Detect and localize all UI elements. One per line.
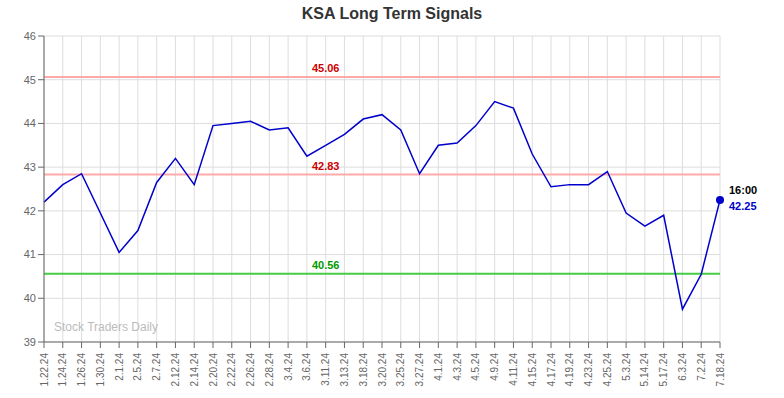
html-text:KSA Long Term Signals: KSA Long Term Signals — [301, 5, 483, 22]
svg-text:4.5.24: 4.5.24 — [470, 353, 481, 381]
svg-text:5.3.24: 5.3.24 — [621, 353, 632, 381]
svg-text:1.24.24: 1.24.24 — [57, 353, 68, 387]
svg-text:4.25.24: 4.25.24 — [602, 353, 613, 387]
svg-text:2.22.24: 2.22.24 — [226, 353, 237, 387]
svg-text:45.06: 45.06 — [312, 62, 340, 74]
svg-text:6.3.24: 6.3.24 — [677, 353, 688, 381]
svg-text:4.1.24: 4.1.24 — [433, 353, 444, 381]
svg-text:40: 40 — [24, 292, 36, 304]
svg-text:4.9.24: 4.9.24 — [489, 353, 500, 381]
svg-text:4.3.24: 4.3.24 — [452, 353, 463, 381]
svg-text:4.19.24: 4.19.24 — [564, 353, 575, 387]
svg-text:3.13.24: 3.13.24 — [339, 353, 350, 387]
svg-text:2.20.24: 2.20.24 — [208, 353, 219, 387]
svg-text:2.1.24: 2.1.24 — [114, 353, 125, 381]
svg-text:44: 44 — [24, 117, 36, 129]
svg-text:3.20.24: 3.20.24 — [377, 353, 388, 387]
svg-text:4.11.24: 4.11.24 — [508, 353, 519, 386]
svg-text:41: 41 — [24, 248, 36, 260]
svg-text:4.23.24: 4.23.24 — [583, 353, 594, 387]
svg-text:43: 43 — [24, 161, 36, 173]
svg-text:39: 39 — [24, 336, 36, 348]
svg-text:1.30.24: 1.30.24 — [95, 353, 106, 387]
svg-text:4.15.24: 4.15.24 — [527, 353, 538, 387]
svg-text:5.17.24: 5.17.24 — [658, 353, 669, 387]
svg-text:2.12.24: 2.12.24 — [170, 353, 181, 387]
svg-text:42.25: 42.25 — [729, 200, 757, 212]
svg-text:2.28.24: 2.28.24 — [264, 353, 275, 387]
svg-text:5.14.24: 5.14.24 — [639, 353, 650, 387]
svg-text:46: 46 — [24, 30, 36, 42]
svg-text:7.18.24: 7.18.24 — [715, 353, 726, 387]
svg-text:3.18.24: 3.18.24 — [358, 353, 369, 387]
svg-text:16:00: 16:00 — [729, 184, 757, 196]
svg-text:42: 42 — [24, 205, 36, 217]
svg-text:7.2.24: 7.2.24 — [696, 353, 707, 381]
html-text:Stock Traders Daily: Stock Traders Daily — [54, 320, 158, 334]
svg-text:3.4.24: 3.4.24 — [283, 353, 294, 381]
svg-text:1.22.24: 1.22.24 — [39, 353, 50, 387]
svg-text:3.25.24: 3.25.24 — [395, 353, 406, 387]
svg-text:1.26.24: 1.26.24 — [76, 353, 87, 387]
svg-text:3.11.24: 3.11.24 — [320, 353, 331, 386]
svg-text:4.17.24: 4.17.24 — [546, 353, 557, 387]
svg-text:40.56: 40.56 — [312, 259, 340, 271]
svg-text:3.27.24: 3.27.24 — [414, 353, 425, 387]
svg-text:45: 45 — [24, 74, 36, 86]
svg-text:42.83: 42.83 — [312, 160, 340, 172]
svg-text:2.14.24: 2.14.24 — [189, 353, 200, 387]
svg-text:2.7.24: 2.7.24 — [151, 353, 162, 381]
svg-text:3.6.24: 3.6.24 — [301, 353, 312, 381]
svg-text:2.5.24: 2.5.24 — [132, 353, 143, 381]
svg-text:2.26.24: 2.26.24 — [245, 353, 256, 387]
